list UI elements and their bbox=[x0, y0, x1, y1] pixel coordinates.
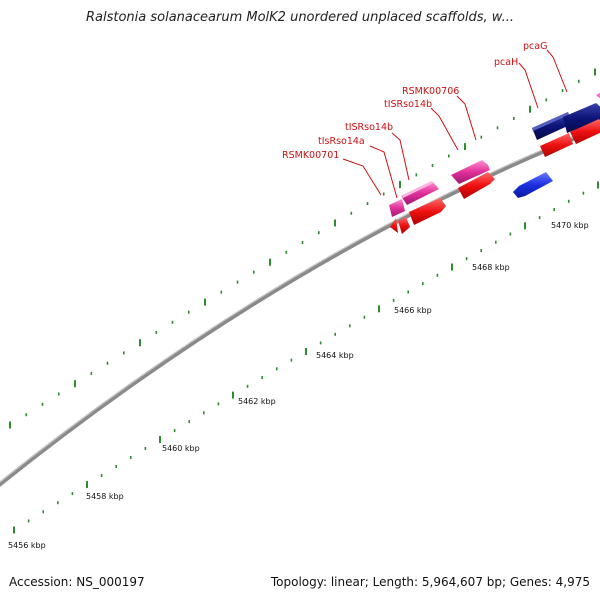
scale-label-5470: 5470 kbp bbox=[551, 221, 589, 230]
gene-label-pcah: pcaH bbox=[494, 57, 518, 68]
gene-label-rsmk00706: RSMK00706 bbox=[402, 86, 459, 97]
gene-label-tisrso14b-1: tISRso14b bbox=[345, 122, 393, 133]
map-title: Ralstonia solanacearum MolK2 unordered u… bbox=[85, 10, 514, 25]
gene-tisrso14b-1[interactable] bbox=[401, 181, 439, 205]
gene-label-rsmk00701: RSMK00701 bbox=[282, 150, 339, 161]
gene-blue[interactable] bbox=[513, 172, 553, 198]
gene-label-leaders bbox=[342, 49, 568, 199]
gene-rsmk00706[interactable] bbox=[458, 172, 495, 199]
gene-pcah[interactable] bbox=[532, 112, 572, 140]
gene-label-tisrso14b-2: tISRso14b bbox=[384, 99, 432, 110]
gene-offscreen-pink bbox=[596, 93, 600, 99]
chromosome-backbone-highlight bbox=[0, 125, 600, 483]
gene-rsmk00701[interactable] bbox=[390, 217, 410, 234]
scale-label-5468: 5468 kbp bbox=[472, 263, 510, 272]
gene-label-pcag: pcaG bbox=[523, 41, 547, 52]
gene-tisrso14b-2[interactable] bbox=[451, 160, 490, 184]
scale-ticks-upper bbox=[9, 68, 596, 429]
gene-red-pair-2[interactable] bbox=[540, 119, 600, 157]
scale-label-5456: 5456 kbp bbox=[8, 541, 46, 550]
scale-label-5458: 5458 kbp bbox=[86, 492, 124, 501]
scale-label-5462: 5462 kbp bbox=[238, 397, 276, 406]
genome-stats-text: Topology: linear; Length: 5,964,607 bp; … bbox=[270, 575, 590, 589]
gene-tisrso14a[interactable] bbox=[389, 199, 405, 217]
chromosome-backbone bbox=[0, 125, 600, 487]
scale-label-5466: 5466 kbp bbox=[394, 306, 432, 315]
gene-label-tisrso14a: tIsRso14a bbox=[318, 136, 365, 147]
gene-red-pair-1[interactable] bbox=[409, 198, 446, 225]
gene-pcag[interactable] bbox=[563, 103, 600, 133]
scale-label-5460: 5460 kbp bbox=[162, 444, 200, 453]
scale-label-5464: 5464 kbp bbox=[316, 351, 354, 360]
scale-ticks-lower bbox=[13, 181, 599, 534]
accession-text: Accession: NS_000197 bbox=[9, 575, 145, 589]
